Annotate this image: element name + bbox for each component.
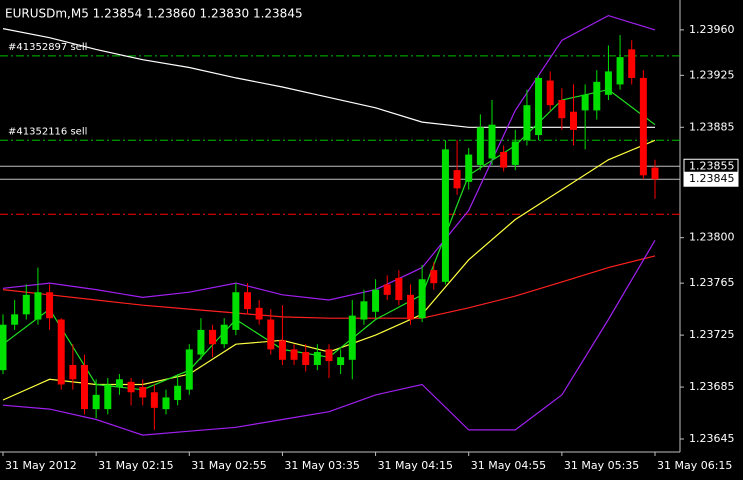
- candle-body: [115, 379, 123, 388]
- candle-body: [360, 301, 368, 320]
- candle-body: [500, 151, 508, 168]
- candle-body: [92, 394, 100, 410]
- x-tick-label: 31 May 03:35: [284, 459, 359, 472]
- candle-body: [616, 57, 624, 85]
- x-tick-label: 31 May 2012: [5, 459, 77, 472]
- candle-body: [383, 284, 391, 295]
- y-tick-label: 1.23645: [689, 432, 735, 445]
- indicator-line: [2, 28, 655, 128]
- y-tick-label: 1.23800: [689, 231, 735, 244]
- candle-body: [46, 292, 54, 319]
- candle-body: [139, 387, 147, 398]
- candle-body: [81, 364, 88, 410]
- candle-body: [127, 381, 135, 393]
- y-tick-label: 1.23765: [689, 276, 735, 289]
- candle-body: [511, 141, 519, 165]
- candle-body: [325, 349, 333, 362]
- price-tag-label: 1.23855: [689, 159, 735, 172]
- candle-body: [0, 324, 7, 371]
- candle-body: [278, 340, 286, 360]
- candle-body: [220, 324, 228, 345]
- candle-body: [267, 319, 275, 350]
- candle-body: [430, 270, 438, 284]
- price-tag-box: [683, 171, 739, 187]
- candle-body: [628, 49, 636, 78]
- candle-body: [244, 292, 251, 310]
- candle-body: [57, 319, 65, 385]
- y-tick-label: 1.23960: [689, 23, 735, 36]
- candle-body: [604, 71, 612, 95]
- order-label: #41352116 sell: [8, 126, 87, 137]
- candle-body: [174, 385, 182, 401]
- candle-body: [418, 279, 426, 319]
- candle-body: [69, 364, 77, 380]
- order-label: #41352897 sell: [8, 42, 87, 53]
- candle-body: [581, 94, 589, 111]
- candle-body: [476, 127, 484, 165]
- candle-body: [593, 81, 601, 111]
- x-tick-label: 31 May 04:55: [471, 459, 546, 472]
- candle-body: [570, 111, 577, 130]
- x-tick-label: 31 May 02:55: [191, 459, 266, 472]
- candle-body: [22, 294, 30, 315]
- candle-body: [185, 349, 193, 390]
- candle-body: [34, 292, 42, 320]
- x-tick-label: 31 May 05:35: [564, 459, 639, 472]
- candle-body: [197, 329, 205, 355]
- candle-body: [488, 124, 496, 159]
- candle-body: [639, 77, 647, 176]
- indicator-line: [2, 255, 656, 319]
- candle-body: [232, 292, 240, 330]
- candle-body: [104, 384, 112, 410]
- candle-body: [453, 170, 461, 189]
- candle-body: [407, 294, 414, 320]
- indicator-line: [2, 14, 656, 301]
- candle-body: [313, 351, 321, 365]
- candle-body: [441, 149, 449, 282]
- candle-body: [302, 351, 310, 365]
- indicator-line: [2, 239, 656, 436]
- candle-body: [546, 80, 554, 106]
- candle-body: [255, 307, 263, 320]
- y-tick-label: 1.23725: [689, 328, 735, 341]
- x-tick-label: 31 May 04:15: [378, 459, 453, 472]
- candle-body: [11, 314, 19, 325]
- candle-body: [348, 315, 356, 360]
- candle-body: [558, 100, 566, 119]
- candle-body: [651, 167, 659, 180]
- candle-body: [150, 392, 158, 408]
- candle-body: [162, 397, 170, 410]
- price-tag-label: 1.23845: [689, 172, 735, 185]
- x-tick-label: 31 May 02:15: [98, 459, 173, 472]
- candle-body: [337, 357, 345, 365]
- candle-body: [523, 105, 531, 141]
- candle-body: [209, 329, 217, 345]
- candle-body: [290, 349, 298, 360]
- candle-body: [395, 277, 403, 301]
- x-tick-label: 31 May 06:15: [657, 459, 732, 472]
- candle-body: [535, 77, 543, 136]
- y-tick-label: 1.23925: [689, 68, 735, 81]
- candle-body: [465, 154, 473, 182]
- y-tick-label: 1.23685: [689, 380, 735, 393]
- chart-header: EURUSDm,M5 1.23854 1.23860 1.23830 1.238…: [5, 7, 303, 21]
- candle-body: [372, 289, 380, 312]
- plot-area: [0, 14, 680, 436]
- y-tick-label: 1.23885: [689, 120, 735, 133]
